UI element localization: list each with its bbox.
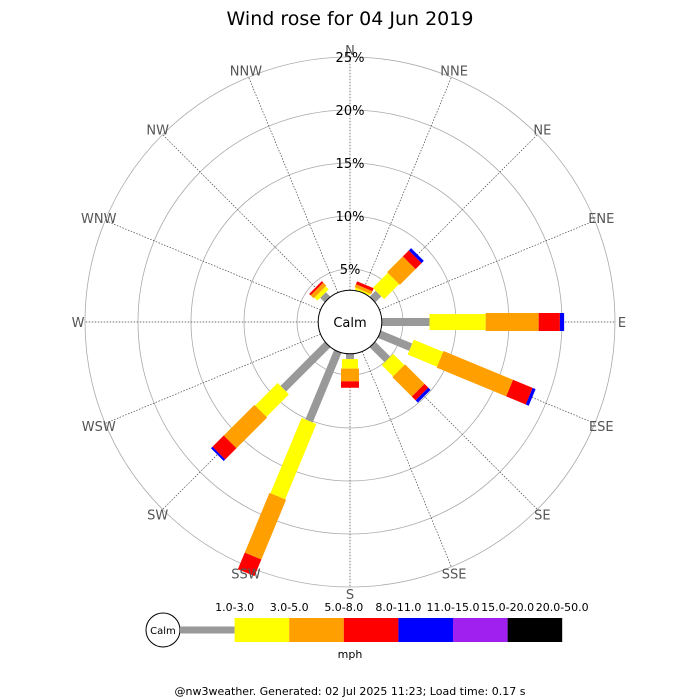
legend-swatch-6: [453, 618, 508, 642]
bar-ssw-bin-1: [305, 349, 342, 423]
bar-sw-bin-5: [210, 446, 226, 462]
legend-unit: mph: [338, 648, 363, 661]
legend-swatch-7: [507, 618, 563, 642]
bar-sw-bin-4: [212, 435, 237, 460]
percent-tick-labels: 5% 10% 15% 20% 25%: [336, 51, 365, 278]
bar-e-bin-5: [559, 313, 565, 331]
percent-tick-5: 5%: [340, 263, 361, 278]
bar-se-bin-5: [415, 387, 431, 403]
chart-title: Wind rose for 04 Jun 2019: [227, 8, 474, 30]
calm-label: Calm: [333, 316, 366, 331]
legend-swatch-1: [180, 626, 235, 634]
direction-label-se: SE: [534, 508, 550, 523]
direction-label-nne: NNE: [440, 65, 468, 80]
bar-sw-bin-1: [280, 341, 331, 392]
bar-ese-bin-1: [377, 330, 413, 351]
bar-ne-bin-2: [372, 272, 400, 300]
grid-circle-25: [84, 56, 616, 588]
direction-label-wnw: WNW: [81, 212, 117, 227]
legend-label-1: 1.0-3.0: [215, 601, 254, 614]
bar-nne-bin-2: [354, 287, 371, 296]
direction-label-ene: ENE: [588, 212, 614, 227]
calm-circle-shape: [317, 289, 383, 355]
bar-e-bin-1: [381, 318, 430, 326]
wind-bars: [210, 248, 565, 577]
direction-label-e: E: [618, 316, 626, 331]
spoke-wnw: [105, 220, 321, 311]
bar-nw-bin-3: [310, 282, 327, 299]
direction-label-nnw: NNW: [230, 65, 262, 80]
direction-label-w: W: [72, 316, 85, 331]
percent-tick-25: 25%: [336, 51, 365, 66]
bar-ne-bin-3: [387, 256, 416, 285]
bar-ese-bin-4: [506, 379, 533, 405]
direction-label-wsw: WSW: [82, 420, 116, 435]
bar-se-bin-1: [369, 341, 391, 363]
bar-ese-bin-5: [525, 387, 536, 406]
bar-s-bin-4: [341, 381, 359, 388]
bar-ese-bin-2: [407, 339, 444, 367]
bar-nw-bin-1: [320, 292, 331, 303]
bar-sw-bin-2: [255, 383, 289, 417]
bar-ssw-bin-2: [270, 417, 317, 500]
bar-se-bin-4: [411, 383, 429, 401]
legend-label-5: 11.0-15.0: [427, 601, 480, 614]
bar-nne-bin-4: [355, 281, 374, 292]
percent-tick-15: 15%: [336, 157, 365, 172]
direction-labels: N NNE NE ENE E ESE SE SSE S SSW SW WSW W WNW NW NNW: [72, 44, 627, 603]
spoke-nw: [162, 134, 328, 300]
direction-label-nw: NW: [146, 124, 169, 139]
bar-nw-bin-2: [314, 286, 329, 301]
calm-circle: Calm: [317, 289, 383, 355]
percent-tick-10: 10%: [336, 210, 365, 225]
bar-sw-bin-3: [223, 404, 268, 449]
bar-ese-bin-3: [436, 351, 514, 397]
bar-ne-bin-4: [402, 250, 422, 270]
direction-label-s: S: [346, 588, 354, 603]
footer-text: @nw3weather. Generated: 02 Jul 2025 11:2…: [175, 685, 526, 698]
direction-label-sw: SW: [147, 508, 168, 523]
bar-nw-bin-4: [309, 281, 324, 296]
bar-ssw-bin-3: [244, 492, 287, 560]
spoke-nnw: [248, 77, 339, 293]
bar-se-bin-3: [392, 364, 425, 397]
bar-s-bin-2: [342, 359, 358, 369]
bar-e-bin-4: [538, 313, 560, 331]
legend-swatch-3: [289, 618, 344, 642]
bar-se-bin-2: [381, 353, 405, 377]
direction-label-ssw: SSW: [231, 567, 261, 582]
legend-swatch-5: [398, 618, 453, 642]
legend-swatch-2: [234, 618, 290, 642]
legend-label-6: 15.0-20.0: [481, 601, 534, 614]
legend-label-3: 5.0-8.0: [324, 601, 363, 614]
bar-ne-bin-5: [408, 248, 424, 264]
direction-label-n: N: [345, 44, 355, 59]
bar-e-bin-3: [485, 313, 539, 331]
legend-label-2: 3.0-5.0: [270, 601, 309, 614]
percent-tick-20: 20%: [336, 104, 365, 119]
bar-nne-bin-3: [354, 284, 373, 295]
legend-swatch-4: [343, 618, 399, 642]
bar-ssw-bin-4: [237, 552, 262, 577]
legend-label-4: 8.0-11.0: [375, 601, 421, 614]
speed-legend: Calm 1.0-3.0 3.0-5.0 5.0-8.0 8.0-11.0 11.0-15…: [145, 601, 589, 661]
direction-label-sse: SSE: [442, 567, 467, 582]
bar-s-bin-3: [341, 368, 359, 382]
legend-label-7: 20.0-50.0: [536, 601, 589, 614]
direction-label-ne: NE: [533, 124, 551, 139]
bar-s-bin-1: [346, 353, 354, 360]
legend-calm-label: Calm: [150, 626, 176, 637]
direction-label-ese: ESE: [589, 420, 614, 435]
bar-e-bin-2: [429, 314, 486, 330]
